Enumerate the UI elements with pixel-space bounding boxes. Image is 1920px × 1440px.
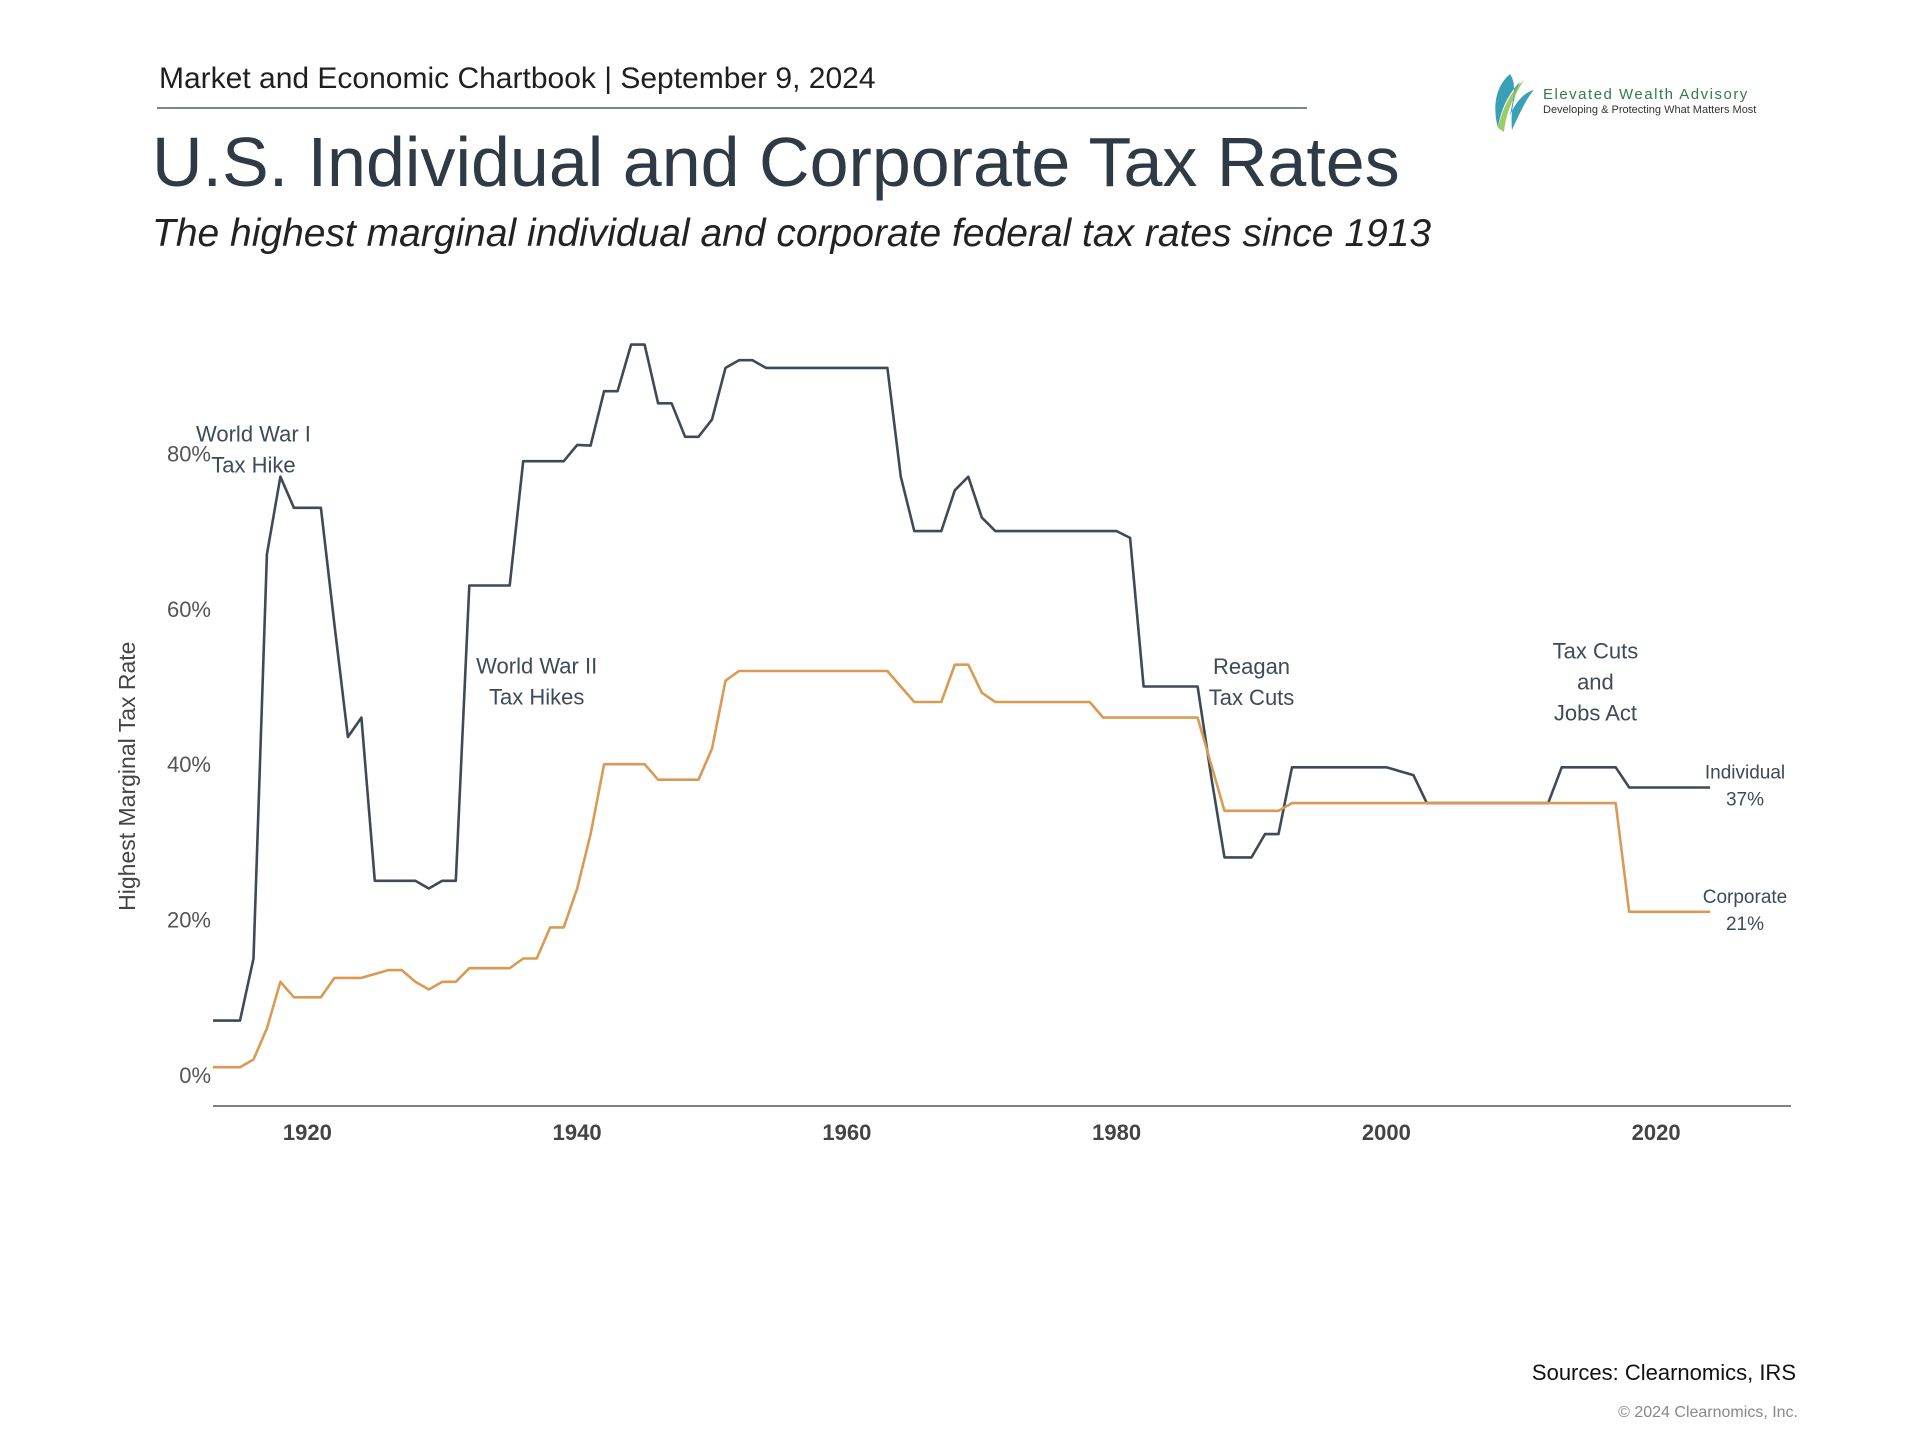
y-axis-label: Highest Marginal Tax Rate [114,642,140,911]
y-tick-label: 0% [179,1063,211,1088]
leaf-swoosh-icon [1495,74,1534,132]
series-label-corporate: Corporate [1703,887,1788,908]
annotation-label: Tax Cuts [1553,639,1639,664]
annotation-label: Reagan [1213,654,1290,679]
header-divider [157,107,1307,109]
annotation-label: World War I [196,422,311,447]
y-tick-label: 20% [167,908,211,933]
logo-name: Elevated Wealth Advisory [1543,86,1749,103]
y-tick-label: 60% [167,597,211,622]
x-tick-label: 2000 [1362,1120,1411,1145]
series-label-individual: Individual [1705,763,1785,784]
annotation-label: Jobs Act [1554,701,1637,726]
annotation-label: Tax Hikes [489,684,584,709]
brand-logo: Elevated Wealth Advisory Developing & Pr… [1490,72,1790,138]
page-subtitle: The highest marginal individual and corp… [152,212,1432,255]
annotation-label: Tax Hike [211,453,295,478]
x-tick-label: 1920 [283,1120,332,1145]
annotation-label: Tax Cuts [1209,685,1295,710]
chartbook-header: Market and Economic Chartbook | Septembe… [159,62,876,95]
logo-tagline: Developing & Protecting What Matters Mos… [1543,104,1757,116]
page-title: U.S. Individual and Corporate Tax Rates [152,123,1400,201]
annotation-label: and [1577,670,1614,695]
y-tick-label: 40% [167,752,211,777]
x-tick-label: 1940 [553,1120,602,1145]
copyright-note: © 2024 Clearnomics, Inc. [1618,1404,1798,1421]
tax-rate-chart: 0% 20% 40% 60% 80% 1920 1940 1960 1980 2000 2020 Hi… [114,343,1791,1145]
sources-note: Sources: Clearnomics, IRS [1531,1360,1796,1385]
y-tick-label: 80% [167,441,211,466]
series-line-individual [213,343,1711,1022]
series-value-corporate: 21% [1726,914,1764,935]
series-value-individual: 37% [1726,790,1764,811]
series-line-corporate [213,663,1711,1069]
annotation-label: World War II [476,653,597,678]
x-tick-label: 2020 [1632,1120,1681,1145]
x-tick-label: 1980 [1092,1120,1141,1145]
x-tick-label: 1960 [822,1120,871,1145]
